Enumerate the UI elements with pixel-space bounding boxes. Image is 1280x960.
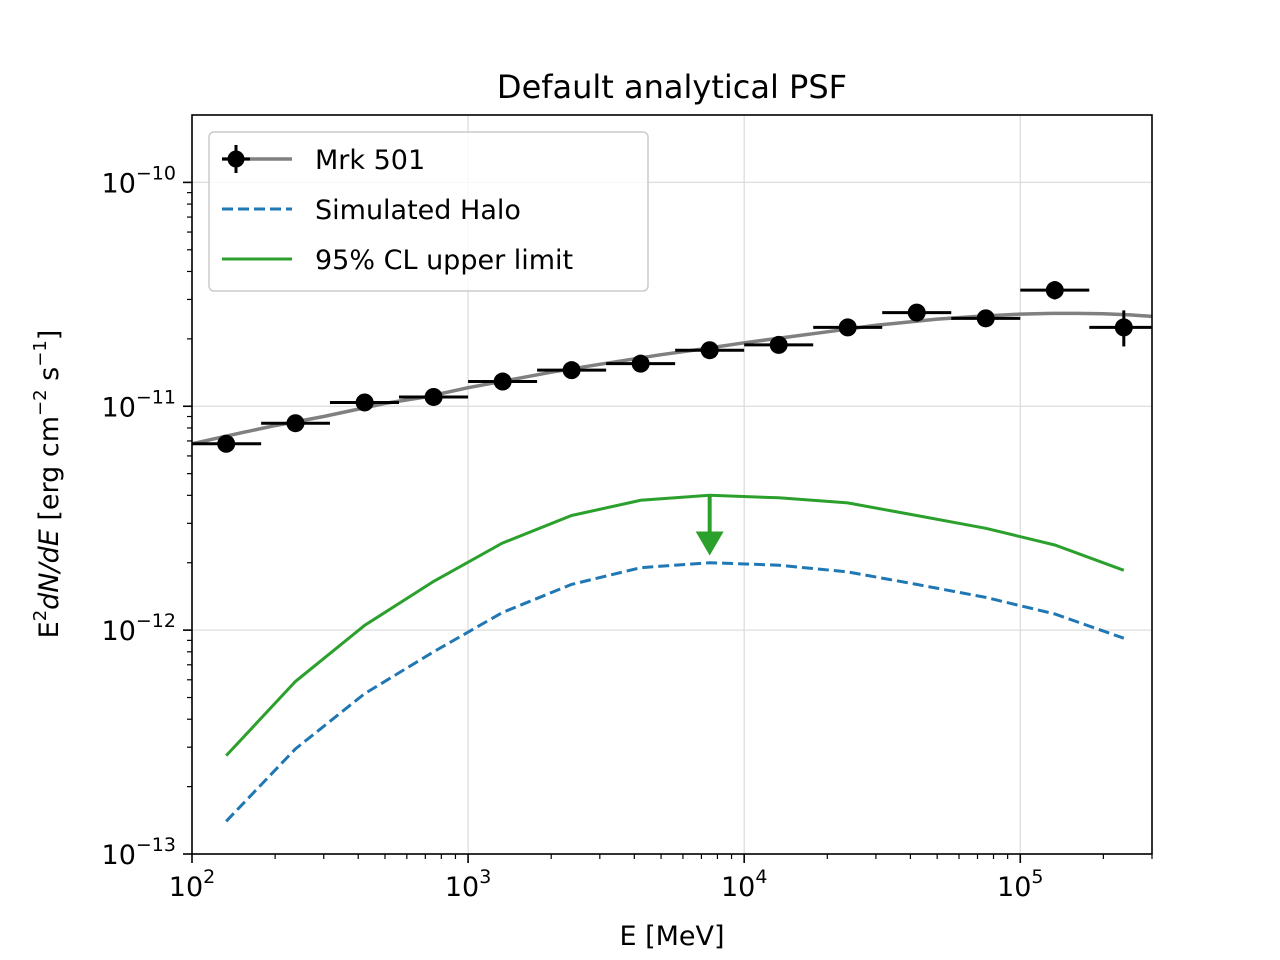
- mrk501-point-1: [261, 414, 330, 433]
- y-label-unit-mid: s: [34, 367, 65, 390]
- mrk501-point-11: [951, 309, 1021, 328]
- mrk501-marker-9: [838, 318, 857, 337]
- legend-entry-mrk501: Mrk 501: [222, 145, 425, 176]
- legend-mrk501-marker: [227, 150, 245, 168]
- mrk501-marker-12: [1045, 281, 1064, 300]
- x-tick-label-2: 104: [721, 866, 767, 903]
- mrk501-marker-5: [562, 361, 581, 380]
- y-label-unit-close: ]: [34, 330, 65, 341]
- mrk501-marker-3: [424, 387, 443, 406]
- y-label-italic: dN/dE: [34, 529, 65, 610]
- legend-entry-upper-limit: 95% CL upper limit: [222, 245, 573, 276]
- mrk501-marker-8: [769, 335, 788, 354]
- series-upper-limit-line: [225, 493, 1125, 757]
- legend-box: [208, 131, 649, 292]
- mrk501-point-6: [606, 354, 676, 373]
- legend-ul-label: 95% CL upper limit: [315, 245, 573, 276]
- series-mrk501-model-curve: [192, 311, 1152, 446]
- y-label-unit-open: [erg cm: [34, 416, 65, 529]
- legend-halo-label: Simulated Halo: [315, 195, 521, 226]
- upper-limit-arrow-head: [695, 531, 724, 556]
- x-tick-label-3: 105: [997, 866, 1043, 903]
- mrk501-marker-0: [217, 434, 236, 453]
- mrk501-marker-11: [976, 309, 995, 328]
- mrk501-point-7: [675, 341, 745, 360]
- axes-frame: [191, 114, 1153, 855]
- y-label-unit-sup1: −2: [30, 389, 51, 416]
- x-tick-label-1: 103: [445, 866, 491, 903]
- mrk501-point-10: [882, 303, 952, 322]
- y-axis-label: E2dN/dE [erg cm−2 s−1]: [30, 330, 65, 639]
- mrk501-marker-1: [286, 414, 305, 433]
- mrk501-marker-4: [493, 372, 512, 391]
- y-label-base: E: [34, 621, 65, 638]
- mrk501-marker-7: [700, 341, 719, 360]
- legend: Mrk 501 Simulated Halo 95% CL upper limi…: [208, 131, 649, 292]
- mrk501-point-2: [329, 393, 399, 412]
- y-tick-label-1: 10−12: [102, 610, 176, 647]
- series-simulated-halo-line: [225, 561, 1125, 823]
- mrk501-point-9: [813, 318, 883, 337]
- chart-title: Default analytical PSF: [497, 68, 847, 106]
- plot-area: [192, 281, 1152, 823]
- mrk501-point-5: [537, 361, 607, 380]
- y-tick-label-2: 10−11: [102, 386, 176, 423]
- mrk501-marker-13: [1114, 318, 1133, 337]
- axis-ticks: 102 103 104 105 10−13 10−12 10−11 10−10: [102, 162, 1153, 903]
- x-axis-label: E [MeV]: [619, 921, 724, 952]
- plot-series: [192, 281, 1152, 823]
- y-tick-label-3: 10−10: [102, 162, 176, 199]
- legend-entry-simulated-halo: Simulated Halo: [222, 195, 521, 226]
- mrk501-marker-10: [907, 303, 926, 322]
- mrk501-point-4: [468, 372, 538, 391]
- y-tick-label-0: 10−13: [102, 834, 176, 871]
- mrk501-point-13: [1089, 310, 1152, 347]
- y-label-unit-sup2: −1: [30, 340, 51, 367]
- mrk501-marker-2: [355, 393, 374, 412]
- mrk501-point-0: [192, 434, 262, 453]
- mrk501-point-3: [398, 387, 469, 406]
- legend-mrk501-label: Mrk 501: [315, 145, 425, 176]
- mrk501-point-8: [744, 335, 814, 354]
- mrk501-marker-6: [631, 354, 650, 373]
- y-label-base-sup: 2: [30, 610, 51, 621]
- x-tick-label-0: 102: [169, 866, 215, 903]
- mrk501-point-12: [1020, 281, 1090, 300]
